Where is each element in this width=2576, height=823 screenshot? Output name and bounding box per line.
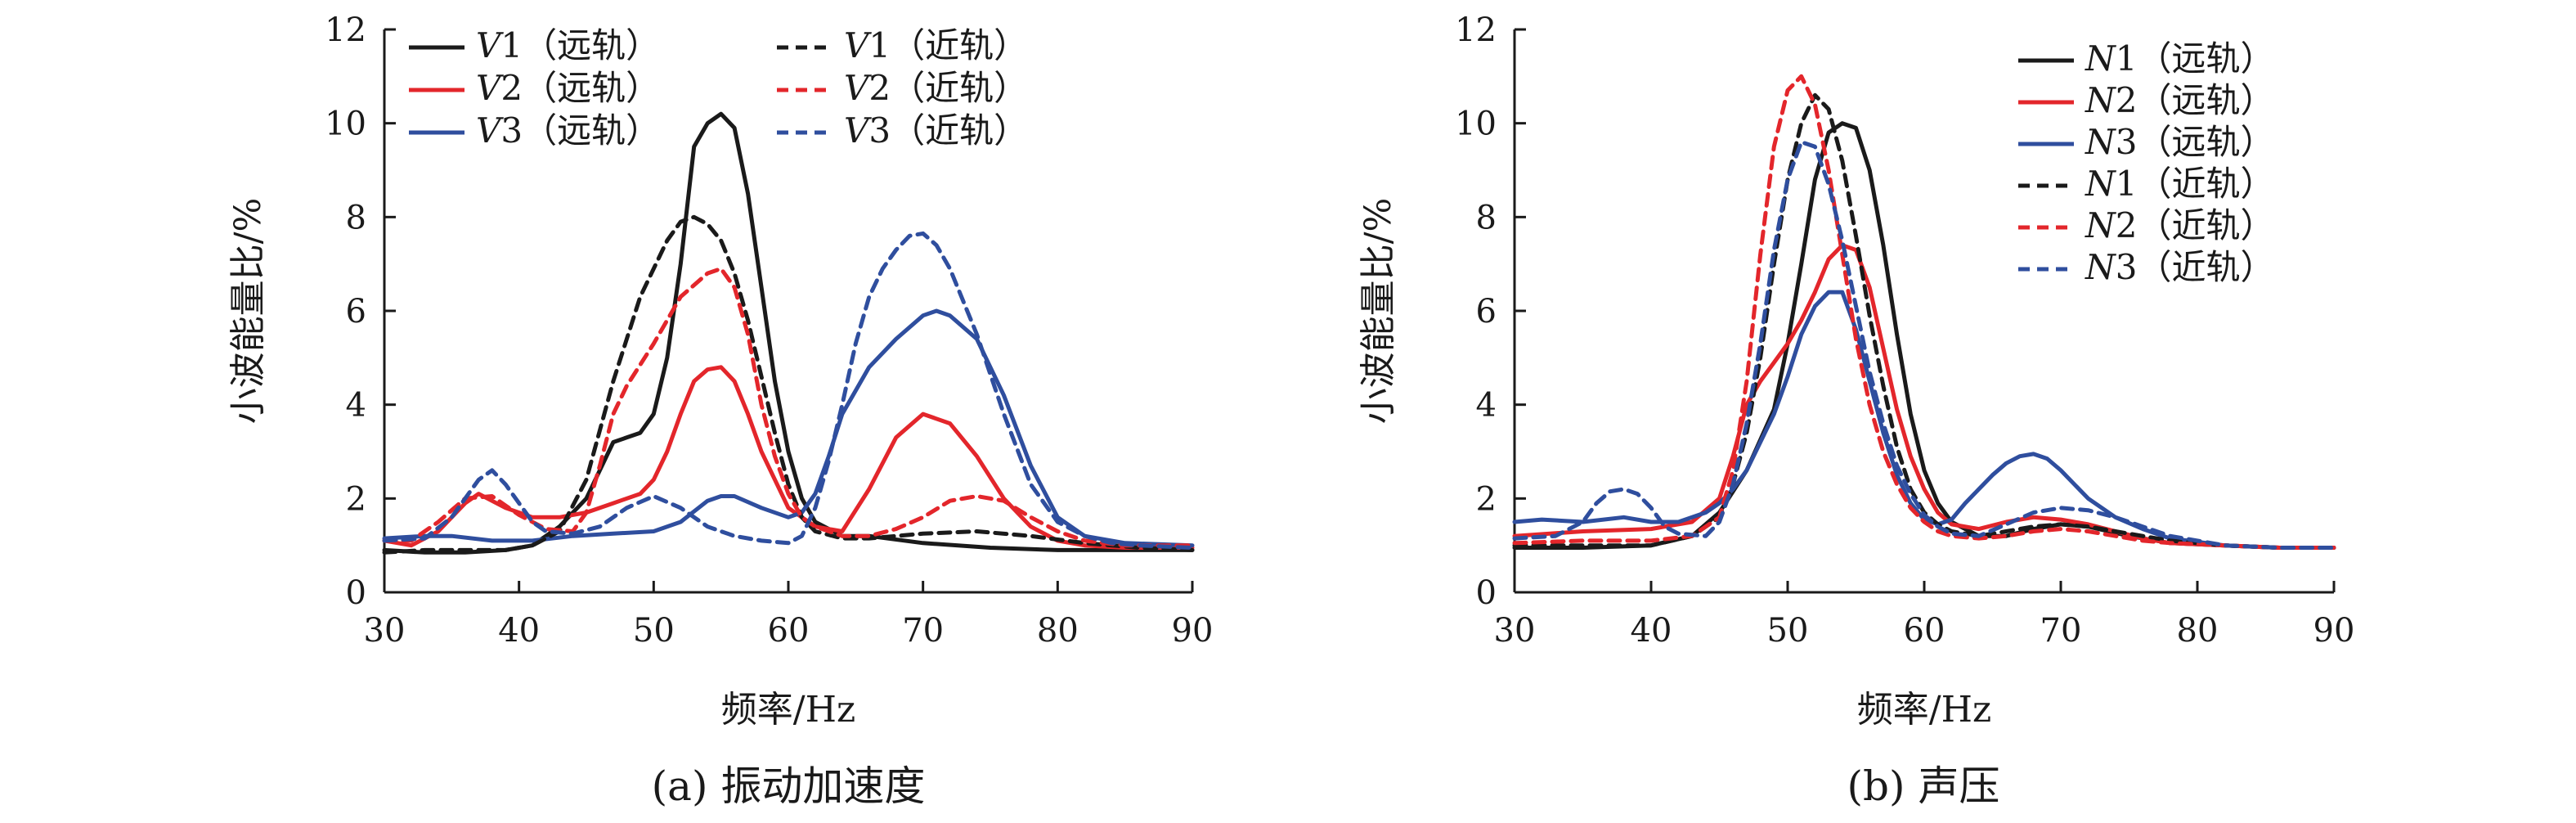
y-tick-label: 2 bbox=[346, 480, 366, 518]
x-tick-label: 70 bbox=[2040, 612, 2082, 650]
legend-label: N2（远轨） bbox=[2085, 80, 2274, 120]
y-tick-label: 6 bbox=[1476, 293, 1497, 331]
y-tick-label: 4 bbox=[346, 387, 366, 425]
legend-label: N1（远轨） bbox=[2085, 38, 2274, 79]
y-tick-label: 0 bbox=[346, 574, 366, 612]
y-tick-label: 8 bbox=[1476, 199, 1497, 236]
x-tick-label: 40 bbox=[1631, 612, 1672, 650]
series-line-5 bbox=[1512, 74, 2336, 550]
y-tick-label: 2 bbox=[1476, 480, 1497, 518]
legend-label: N2（近轨） bbox=[2085, 205, 2274, 245]
legend-label: V1（近轨） bbox=[844, 25, 1028, 65]
x-tick-label: 50 bbox=[1767, 612, 1809, 650]
x-axis-label: 频率/Hz bbox=[1857, 689, 1991, 731]
legend-label: V2（远轨） bbox=[476, 68, 660, 108]
x-tick-label: 80 bbox=[1037, 612, 1079, 650]
legend-label: V1（远轨） bbox=[476, 25, 660, 65]
y-tick-label: 12 bbox=[325, 11, 366, 49]
series-line-2 bbox=[1512, 243, 2336, 550]
x-tick-label: 40 bbox=[498, 612, 540, 650]
chart-sound-pressure: 30 40 50 60 70 80 90 0 2 4 6 8 10 12 频率/Hz 小波能量比/% (b) 声… bbox=[1358, 11, 2354, 810]
y-tick-label: 12 bbox=[1455, 11, 1497, 49]
x-tick-label: 90 bbox=[1172, 612, 1214, 650]
legend-label: N3（远轨） bbox=[2085, 122, 2274, 162]
x-tick-label: 60 bbox=[1904, 612, 1945, 650]
series-line-3 bbox=[382, 308, 1195, 548]
chart-vibration-acceleration: 30 40 50 60 70 80 90 0 2 4 6 8 10 12 频率/Hz 小波能量比/% (a) 振… bbox=[227, 11, 1213, 810]
x-axis-label: 频率/Hz bbox=[721, 689, 855, 731]
legend-label: V3（近轨） bbox=[844, 110, 1028, 151]
y-axis-label: 小波能量比/% bbox=[227, 198, 269, 425]
y-tick-label: 0 bbox=[1476, 574, 1497, 612]
y-axis-label: 小波能量比/% bbox=[1358, 198, 1399, 425]
legend-label: N3（近轨） bbox=[2085, 247, 2274, 287]
x-tick-label: 70 bbox=[902, 612, 944, 650]
x-tick-label: 90 bbox=[2313, 612, 2355, 650]
series-line-6 bbox=[1512, 140, 2336, 550]
series-line-3 bbox=[1512, 290, 2336, 550]
x-tick-label: 50 bbox=[633, 612, 675, 650]
x-tick-label: 30 bbox=[1494, 612, 1536, 650]
y-tick-label: 4 bbox=[1476, 387, 1497, 425]
legend-label: V3（远轨） bbox=[476, 110, 660, 151]
chart-caption: (b) 声压 bbox=[1847, 762, 2000, 810]
y-tick-label: 6 bbox=[346, 293, 366, 331]
x-tick-label: 80 bbox=[2177, 612, 2219, 650]
x-tick-label: 30 bbox=[364, 612, 406, 650]
y-tick-label: 10 bbox=[1455, 106, 1497, 143]
series-line-6 bbox=[382, 231, 1195, 550]
y-tick-label: 8 bbox=[346, 199, 366, 236]
x-tick-label: 60 bbox=[768, 612, 810, 650]
y-tick-label: 10 bbox=[325, 106, 366, 143]
chart-caption: (a) 振动加速度 bbox=[652, 762, 926, 810]
legend-label: V2（近轨） bbox=[844, 68, 1028, 108]
series-line-4 bbox=[382, 214, 1195, 555]
legend-label: N1（近轨） bbox=[2085, 164, 2274, 204]
